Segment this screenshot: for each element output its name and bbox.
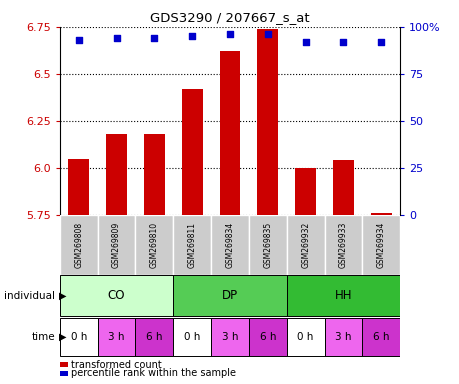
Bar	[135, 318, 173, 356]
Bar	[173, 318, 211, 356]
Text: GSM269811: GSM269811	[187, 222, 196, 268]
Text: ▶: ▶	[59, 291, 66, 301]
Text: 0 h: 0 h	[70, 332, 87, 342]
Text: individual: individual	[4, 291, 55, 301]
Point	[188, 33, 196, 40]
Bar	[97, 318, 135, 356]
Point	[301, 39, 308, 45]
Bar	[144, 134, 164, 215]
Point	[151, 35, 158, 41]
Bar	[332, 161, 353, 215]
Point	[377, 39, 384, 45]
Bar	[286, 318, 324, 356]
Text: GSM269834: GSM269834	[225, 222, 234, 268]
Text: 6 h: 6 h	[259, 332, 275, 342]
Bar	[219, 51, 240, 215]
Text: 6 h: 6 h	[146, 332, 162, 342]
Bar	[97, 215, 135, 275]
Bar	[211, 318, 248, 356]
Text: 3 h: 3 h	[108, 332, 124, 342]
Bar	[257, 29, 278, 215]
Bar	[248, 318, 286, 356]
Text: 0 h: 0 h	[297, 332, 313, 342]
Bar	[286, 275, 399, 316]
Bar	[60, 215, 97, 275]
Text: CO: CO	[107, 289, 125, 302]
Point	[263, 31, 271, 38]
Bar	[68, 159, 89, 215]
Bar	[173, 275, 286, 316]
Point	[339, 39, 347, 45]
Bar	[181, 89, 202, 215]
Text: GSM269835: GSM269835	[263, 222, 272, 268]
Text: DP: DP	[221, 289, 238, 302]
Text: GSM269808: GSM269808	[74, 222, 83, 268]
Text: GSM269810: GSM269810	[150, 222, 158, 268]
Bar	[295, 168, 315, 215]
Bar	[60, 275, 173, 316]
Text: percentile rank within the sample: percentile rank within the sample	[71, 368, 236, 378]
Point	[112, 35, 120, 41]
Text: HH: HH	[334, 289, 352, 302]
Bar	[286, 215, 324, 275]
Text: 3 h: 3 h	[221, 332, 238, 342]
Text: GSM269933: GSM269933	[338, 222, 347, 268]
Bar	[324, 318, 362, 356]
Bar	[362, 318, 399, 356]
Point	[226, 31, 233, 38]
Text: time: time	[32, 332, 55, 342]
Bar	[211, 215, 248, 275]
Title: GDS3290 / 207667_s_at: GDS3290 / 207667_s_at	[150, 11, 309, 24]
Bar	[106, 134, 127, 215]
Bar	[362, 215, 399, 275]
Text: ▶: ▶	[59, 332, 66, 342]
Bar	[60, 318, 97, 356]
Text: 6 h: 6 h	[372, 332, 389, 342]
Text: GSM269932: GSM269932	[301, 222, 309, 268]
Bar	[173, 215, 211, 275]
Text: 3 h: 3 h	[335, 332, 351, 342]
Text: GSM269809: GSM269809	[112, 222, 121, 268]
Text: 0 h: 0 h	[184, 332, 200, 342]
Text: GSM269934: GSM269934	[376, 222, 385, 268]
Point	[75, 37, 82, 43]
Bar	[135, 215, 173, 275]
Bar	[248, 215, 286, 275]
Bar	[370, 213, 391, 215]
Text: transformed count: transformed count	[71, 360, 162, 370]
Bar	[324, 215, 362, 275]
